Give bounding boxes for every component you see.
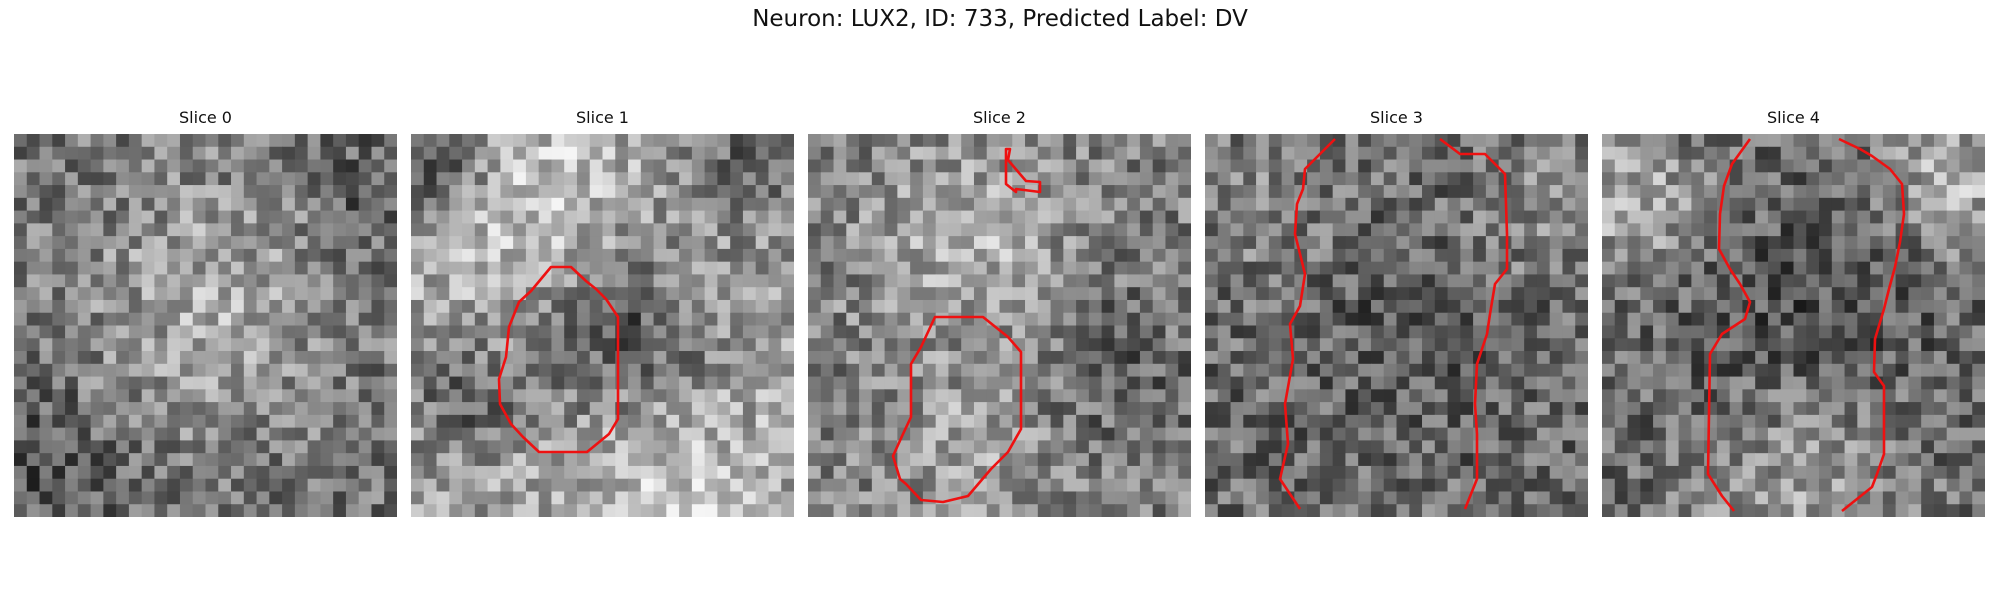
slice-panel-2: Slice 2 [808, 108, 1191, 517]
pixel-grid [1602, 134, 1985, 517]
slice-title: Slice 0 [14, 108, 397, 134]
slice-title: Slice 1 [411, 108, 794, 134]
slice-title: Slice 3 [1205, 108, 1588, 134]
slice-image [1205, 134, 1588, 517]
slice-panel-4: Slice 4 [1602, 108, 1985, 517]
slice-image [1602, 134, 1985, 517]
slice-title: Slice 4 [1602, 108, 1985, 134]
slice-title: Slice 2 [808, 108, 1191, 134]
slice-panel-3: Slice 3 [1205, 108, 1588, 517]
pixel-grid [1205, 134, 1588, 517]
slice-panel-0: Slice 0 [14, 108, 397, 517]
figure-title: Neuron: LUX2, ID: 733, Predicted Label: … [0, 6, 2000, 32]
slice-image [14, 134, 397, 517]
slice-panel-1: Slice 1 [411, 108, 794, 517]
slice-image [411, 134, 794, 517]
slice-image [808, 134, 1191, 517]
pixel-grid [411, 134, 794, 517]
pixel-grid [14, 134, 397, 517]
